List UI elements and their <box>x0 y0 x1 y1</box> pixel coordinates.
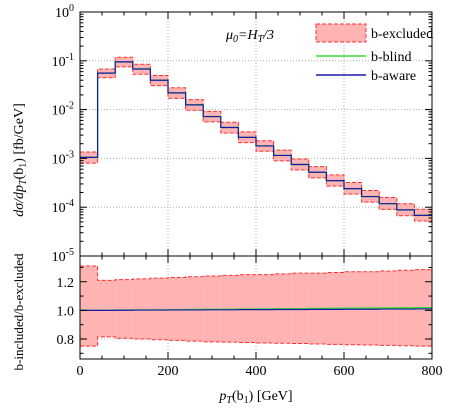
x-tick-label: 200 <box>158 364 179 379</box>
x-tick-label: 800 <box>422 364 443 379</box>
ratio-band-bin <box>150 278 168 340</box>
legend-swatch-b-excluded <box>315 23 367 43</box>
ratio-band-bin <box>80 266 98 347</box>
legend-label-b-excluded: b-excluded <box>371 27 433 42</box>
ratio-y-axis-label: b-included/b-excluded <box>11 253 26 370</box>
x-tick-label: 600 <box>334 364 355 379</box>
ratio-line-b-aware <box>80 308 432 311</box>
ratio-band-bin <box>132 278 151 339</box>
main-y-tick-label: 10-3 <box>52 149 74 167</box>
main-y-tick-label: 10-4 <box>52 198 74 216</box>
x-tick-label: 0 <box>77 364 84 379</box>
main-band-lower-edge <box>80 66 432 222</box>
main-y-tick-label: 100 <box>55 3 74 21</box>
ratio-band-lower-edge <box>80 336 432 347</box>
main-line-b-aware <box>80 61 432 216</box>
ratio-band-upper-edge <box>80 265 432 281</box>
legend-label-b-aware: b-aware <box>371 69 416 84</box>
scale-annotation: μ0=HT/3 <box>225 28 274 45</box>
legend-label-b-blind: b-blind <box>371 50 411 65</box>
ratio-band-bin <box>97 280 116 337</box>
x-axis-label: pT(b1) [GeV] <box>218 389 292 406</box>
main-y-tick-label: 10-1 <box>52 52 74 70</box>
ratio-y-tick-label: 1.2 <box>57 276 75 291</box>
ratio-panel: 0.8 1.0 1.2 0 200 400 600 800 <box>57 255 443 379</box>
legend: b-excluded b-blind b-aware <box>315 23 433 84</box>
x-tick-label: 400 <box>246 364 267 379</box>
ratio-band-bin <box>115 279 133 339</box>
ratio-y-tick-label: 1.0 <box>57 304 75 319</box>
main-y-tick-label: 10-2 <box>52 101 74 119</box>
main-band-upper-edge <box>80 56 432 210</box>
ratio-y-tick-label: 0.8 <box>57 333 75 348</box>
main-y-tick-label: 10-5 <box>52 247 74 265</box>
main-y-axis-label: dσ/dpT(b1) [fb/GeV] <box>12 103 29 217</box>
ratio-band-bin <box>168 277 186 341</box>
